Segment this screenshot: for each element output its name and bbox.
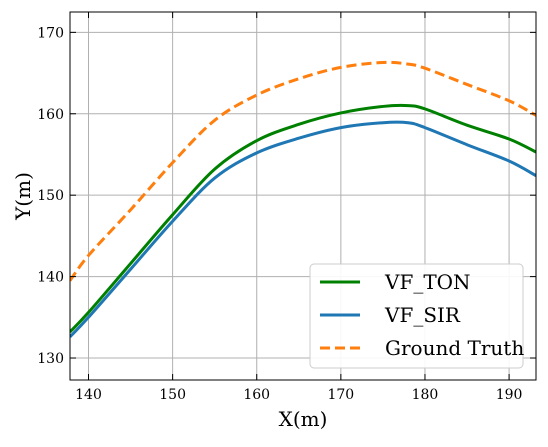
x-tick-label: 170: [327, 387, 354, 403]
series-lines: [70, 60, 536, 338]
x-axis-label: X(m): [279, 407, 328, 431]
series-line-vf-sir: [70, 120, 536, 338]
y-tick-label: 160: [37, 107, 64, 123]
y-tick-label: 140: [37, 270, 64, 286]
x-tick-label: 180: [412, 387, 439, 403]
x-tick-label: 150: [159, 387, 186, 403]
legend-label-vf-ton: VF_TON: [384, 270, 471, 294]
x-tick-label: 160: [243, 387, 270, 403]
y-tick-label: 150: [37, 188, 64, 204]
legend-box: [309, 263, 524, 369]
y-axis-label: Y(m): [11, 172, 35, 221]
legend-label-vf-sir: VF_SIR: [384, 303, 461, 327]
ticks: [70, 12, 536, 380]
series-line-ground-truth: [70, 60, 536, 282]
y-tick-label: 170: [37, 25, 64, 41]
grid: [70, 12, 536, 380]
x-tick-label: 140: [75, 387, 102, 403]
tick-labels: 140 150 160 170 180 190 130 140 150 160 170: [37, 25, 522, 403]
y-tick-label: 130: [37, 351, 64, 367]
series-line-vf-ton: [70, 103, 536, 333]
legend-label-ground-truth: Ground Truth: [385, 336, 524, 360]
legend: VF_TON VF_SIR Ground Truth: [309, 263, 524, 369]
plot-frame: [69, 11, 537, 381]
x-tick-label: 190: [496, 387, 523, 403]
